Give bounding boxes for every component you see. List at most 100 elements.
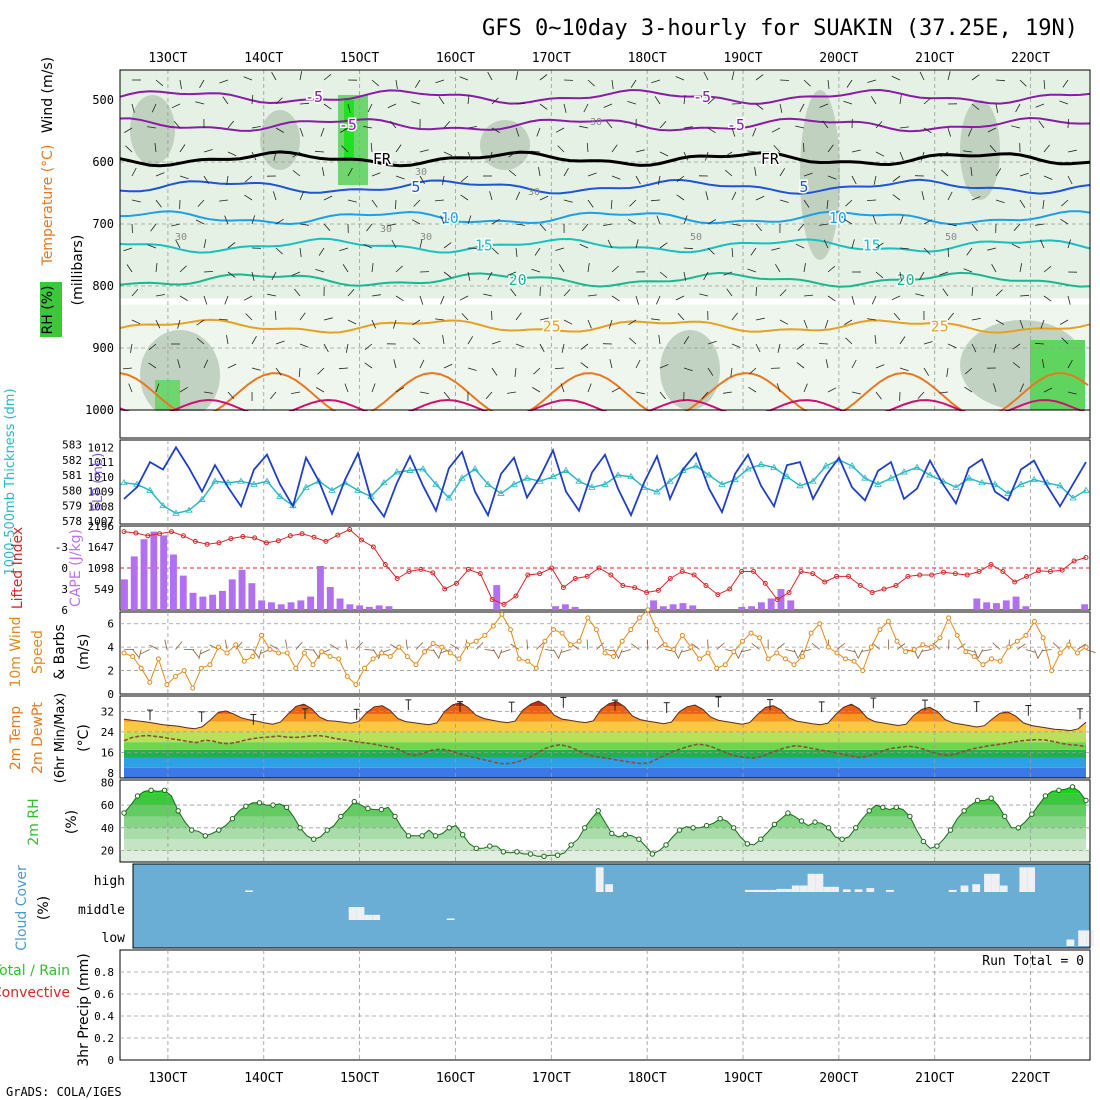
wind-barb xyxy=(443,363,453,369)
rh-point xyxy=(961,808,967,814)
cloud-background xyxy=(133,864,1090,948)
surface-wind-barb xyxy=(677,649,683,659)
thickness-point xyxy=(900,468,908,475)
wind-barb xyxy=(514,367,517,377)
wind-barb xyxy=(251,367,261,371)
rh-point xyxy=(663,842,669,848)
wind-barb xyxy=(179,144,186,153)
surface-wind-barb xyxy=(269,644,279,650)
wind-speed-point xyxy=(654,627,659,633)
lifted-index-point xyxy=(477,571,483,577)
wind-barb xyxy=(803,172,813,177)
rh-point xyxy=(365,805,371,812)
wind-barb xyxy=(344,383,349,393)
slp-tick-label: 1009 xyxy=(88,486,115,499)
lifted-index-point xyxy=(715,592,721,598)
wind-barb xyxy=(586,142,589,153)
wind-speed-point xyxy=(370,656,376,662)
wind-barb xyxy=(995,289,1003,297)
wind-barb xyxy=(899,247,910,250)
wind-barb xyxy=(923,247,931,255)
wind-speed-point xyxy=(989,656,994,662)
lifted-index-point xyxy=(976,569,982,574)
cloud-frame xyxy=(132,863,1091,949)
wind-barb xyxy=(827,144,834,153)
wind-barb xyxy=(891,75,901,81)
surface-wind-barb xyxy=(500,649,511,653)
cape-bar xyxy=(493,585,501,610)
wind-speed-point xyxy=(946,615,952,621)
temp-line xyxy=(123,700,1087,732)
thickness-point xyxy=(328,486,336,493)
wind-speed-point xyxy=(593,627,599,633)
wind-barb xyxy=(659,391,666,400)
wind-barb xyxy=(244,175,253,183)
cape-bar xyxy=(767,598,775,610)
wind-barb xyxy=(968,127,973,137)
thickness-point xyxy=(926,471,934,478)
thickness-point xyxy=(198,495,206,502)
surface-wind-barb xyxy=(295,641,303,650)
lifted-index-point xyxy=(596,565,602,571)
top-tick-label: 16OCT xyxy=(436,51,475,66)
wind-barb xyxy=(203,359,209,369)
thickness-point xyxy=(991,480,999,487)
bottom-tick-label: 21OCT xyxy=(915,1071,954,1086)
cape-tick-label: 1098 xyxy=(88,562,115,575)
wind-barb xyxy=(179,265,187,273)
thickness-point xyxy=(757,460,765,467)
wind-barb xyxy=(635,359,641,369)
wind-barb xyxy=(371,319,376,329)
pressure-tick-label: 800 xyxy=(92,279,114,293)
surface-wind-barb xyxy=(132,649,140,658)
wind-speed-point xyxy=(336,656,342,662)
lifted-index-point xyxy=(501,601,507,607)
wind-barb xyxy=(683,215,688,225)
wind-barb xyxy=(1035,223,1045,226)
rh-contour-label: 30 xyxy=(175,232,187,243)
surface-wind-barb xyxy=(647,639,649,650)
rh-contour-label: 30 xyxy=(528,187,540,198)
lifted-index-point xyxy=(762,580,768,586)
top-tick-label: 19OCT xyxy=(723,51,762,66)
wind-speed-point xyxy=(130,654,136,659)
wind-speed-point xyxy=(284,650,290,656)
wind-barb xyxy=(1067,239,1071,249)
precip-tick-label: 0 xyxy=(107,1054,114,1067)
temp2m-axis-label: 2m Temp xyxy=(8,706,24,770)
rh-point xyxy=(934,843,940,849)
high-cloud-bar xyxy=(807,873,816,892)
rh-point xyxy=(311,836,317,842)
surface-wind-barb xyxy=(751,643,760,650)
wind-barb xyxy=(491,218,500,225)
lifted-index-point xyxy=(1036,568,1041,574)
wind-barb xyxy=(1043,387,1053,393)
wind-barb xyxy=(483,293,493,297)
high-cloud-bar xyxy=(854,889,863,892)
wind-speed-point xyxy=(173,673,178,679)
high-cloud-bar xyxy=(245,890,253,892)
rh-point xyxy=(907,813,913,820)
temp-band xyxy=(124,731,1086,743)
wind-barb xyxy=(1012,343,1021,350)
wind-barb xyxy=(536,127,541,137)
wind-speed-point xyxy=(499,611,505,617)
surface-wind-barb xyxy=(498,649,503,660)
cape-axis-label: CAPE (J/kg) xyxy=(68,529,84,607)
wind-barb xyxy=(395,265,403,273)
rh-point xyxy=(771,821,778,828)
wind-barb xyxy=(603,223,613,226)
cape-bar xyxy=(287,602,295,610)
isotherm-line xyxy=(119,210,1091,226)
lifted-index-point xyxy=(180,533,186,539)
wind-speed-point xyxy=(928,644,934,650)
wind-barb xyxy=(1035,103,1045,108)
lifted-index-point xyxy=(869,590,875,595)
surface-wind-barb xyxy=(956,643,966,650)
isotherm-line xyxy=(119,271,1091,288)
wind-barb xyxy=(947,71,951,81)
rh-point xyxy=(744,841,750,847)
surface-wind-barb xyxy=(845,649,856,653)
wind-barb xyxy=(995,319,1004,325)
